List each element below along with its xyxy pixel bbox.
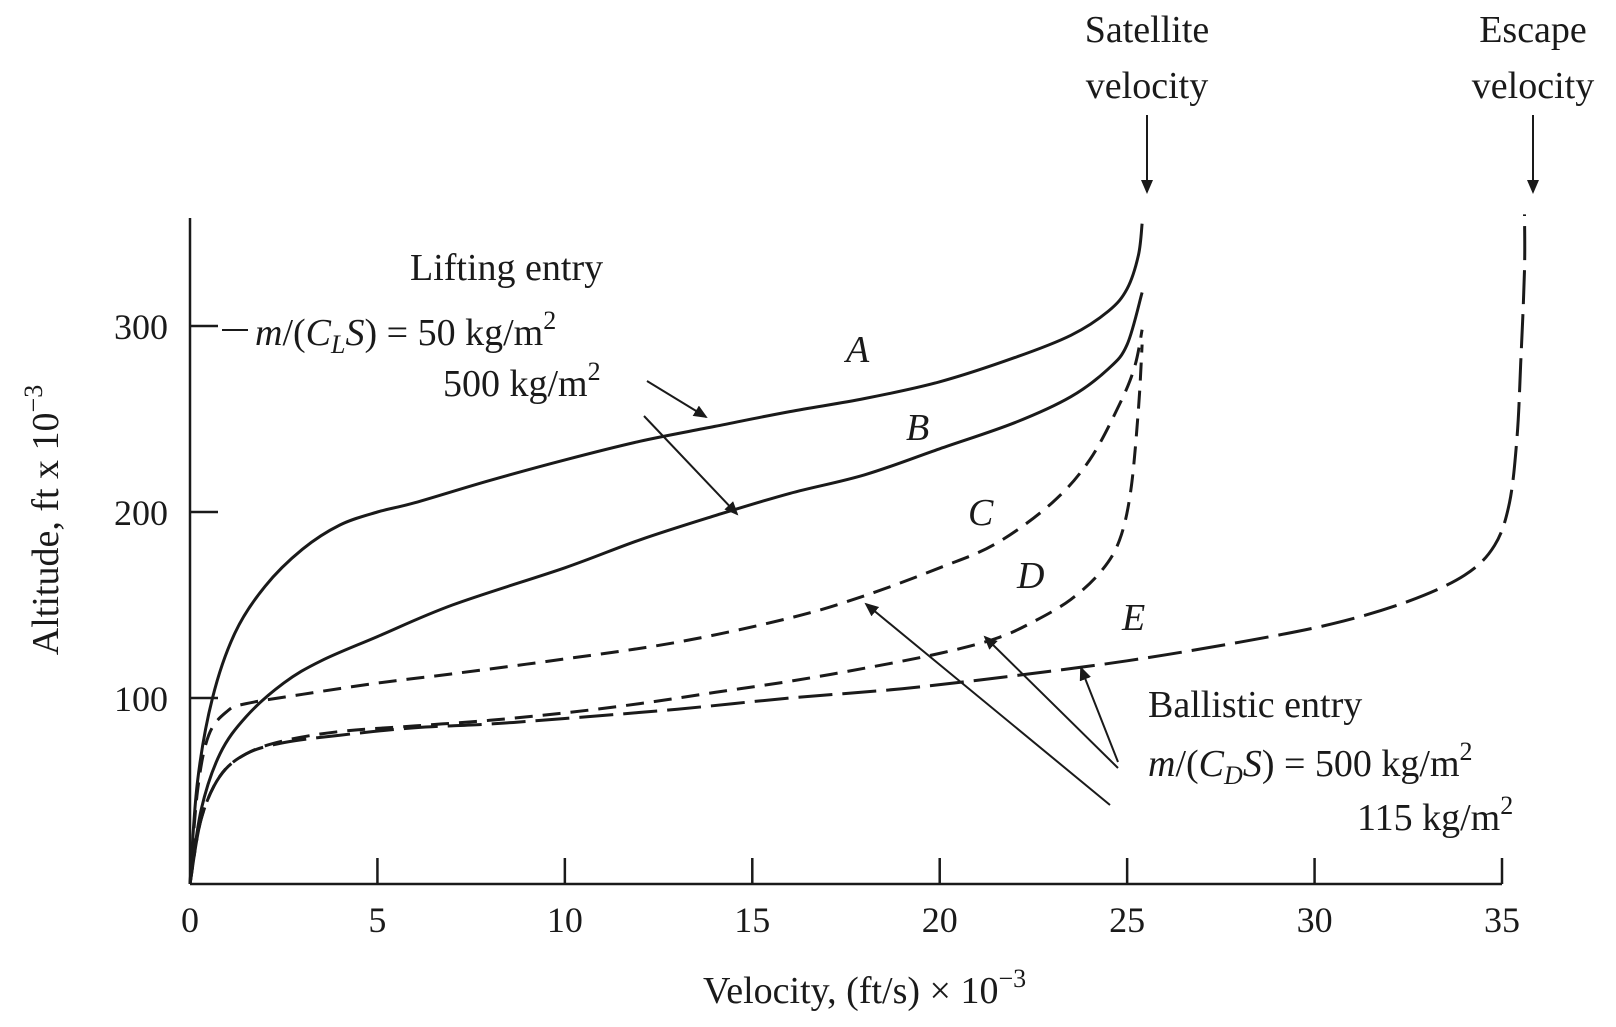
curve-label-c: C [968, 492, 994, 534]
curve-label-e: E [1121, 597, 1145, 639]
satellite-label-line2: velocity [1086, 65, 1208, 107]
y-tick-label-300: 300 [114, 307, 168, 347]
ballistic-entry-title: Ballistic entry [1148, 684, 1362, 726]
x-tick-label-0: 0 [181, 900, 199, 940]
series-line-a [188, 223, 1144, 885]
series-line-b [188, 292, 1144, 885]
ballistic-entry-param2: 115 kg/m2 [1357, 791, 1513, 839]
lifting-entry-title: Lifting entry [410, 247, 603, 289]
curve-label-d: D [1016, 555, 1044, 597]
lifting-arrow-b [643, 415, 739, 516]
x-tick-label-15: 15 [734, 900, 770, 940]
curve-label-b: B [906, 407, 929, 449]
x-tick-label-5: 5 [368, 900, 386, 940]
ballistic-arrow-c [864, 602, 1111, 806]
lifting-entry-param: m/(CLS) = 50 kg/m2 [255, 306, 556, 359]
lifting-entry-param2: 500 kg/m2 [443, 357, 601, 405]
curve-label-a: A [843, 329, 870, 371]
ballistic-entry-param: m/(CDS) = 500 kg/m2 [1148, 737, 1473, 790]
escape-label: Escape [1479, 9, 1587, 51]
x-tick-label-30: 30 [1297, 900, 1333, 940]
x-tick-label-10: 10 [547, 900, 583, 940]
escape-label-line2: velocity [1472, 65, 1594, 107]
y-tick-label-100: 100 [114, 679, 168, 719]
series-line-c [188, 329, 1144, 885]
satellite-label: Satellite [1085, 9, 1210, 51]
x-tick-label-35: 35 [1484, 900, 1520, 940]
x-axis-label: Velocity, (ft/s) × 10−3 [703, 964, 1026, 1012]
series-line-e [188, 214, 1527, 885]
y-tick-label-200: 200 [114, 493, 168, 533]
x-tick-label-20: 20 [922, 900, 958, 940]
series-lines [188, 214, 1527, 885]
x-tick-label-25: 25 [1109, 900, 1145, 940]
x-ticks: 0 5 10 15 20 25 30 35 [181, 858, 1520, 940]
ballistic-arrow-e [1079, 666, 1119, 763]
lifting-arrow-a [646, 380, 708, 419]
y-axis-label: Altitude, ft x 10−3 [19, 385, 67, 655]
series-line-d [188, 344, 1144, 885]
y-ticks: 100 200 300 [114, 307, 218, 719]
ballistic-arrow-d [983, 635, 1119, 769]
